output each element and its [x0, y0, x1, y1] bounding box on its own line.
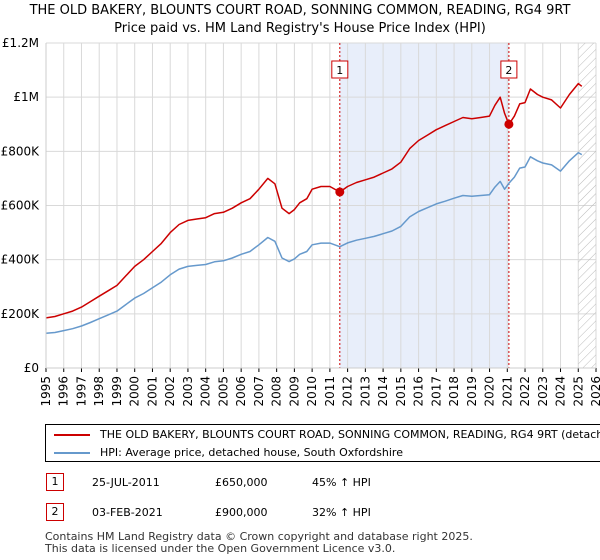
x-tick-label: 1996: [57, 376, 71, 407]
legend-swatch-hpi: [54, 452, 90, 454]
x-tick-label: 2025: [571, 376, 585, 407]
footer-licence: This data is licensed under the Open Gov…: [45, 542, 396, 555]
sale-annotation-label: 1: [336, 64, 343, 77]
x-tick-label: 1999: [110, 376, 124, 407]
x-tick-label: 1997: [74, 376, 88, 407]
x-tick-label: 2022: [518, 376, 532, 407]
sale-row-1: 1 25-JUL-2011 £650,000 45% ↑ HPI: [0, 473, 600, 493]
x-tick-label: 2014: [376, 376, 390, 407]
x-tick-label: 2009: [287, 376, 301, 407]
y-tick-label: £800K: [1, 144, 41, 158]
x-tick-label: 2015: [394, 376, 408, 407]
x-tick-label: 2019: [465, 376, 479, 407]
sale-row-2: 2 03-FEB-2021 £900,000 32% ↑ HPI: [0, 503, 600, 523]
sale-price: £650,000: [215, 476, 268, 489]
x-tick-label: 2016: [412, 376, 426, 407]
sale-date: 25-JUL-2011: [92, 476, 160, 489]
legend-label-property: THE OLD BAKERY, BLOUNTS COURT ROAD, SONN…: [100, 428, 600, 441]
sale-number-badge: 2: [46, 503, 64, 521]
sale-annotation-box: [500, 60, 518, 79]
y-tick-label: £1M: [13, 90, 39, 104]
legend-item-property: THE OLD BAKERY, BLOUNTS COURT ROAD, SONN…: [46, 426, 600, 444]
x-tick-label: 2026: [589, 376, 600, 407]
y-tick-label: £0: [24, 361, 39, 375]
x-tick-label: 2021: [500, 376, 514, 407]
x-tick-label: 2008: [270, 376, 284, 407]
y-tick-label: £1.2M: [2, 36, 39, 50]
y-tick-label: £400K: [1, 253, 41, 267]
sale-price: £900,000: [215, 506, 268, 519]
y-tick-label: £600K: [1, 199, 41, 213]
x-tick-label: 1995: [39, 376, 53, 407]
x-tick-label: 2018: [447, 376, 461, 407]
x-tick-label: 2024: [554, 376, 568, 407]
footer-copyright: Contains HM Land Registry data © Crown c…: [45, 530, 473, 543]
x-tick-label: 2010: [305, 376, 319, 407]
sale-date: 03-FEB-2021: [92, 506, 163, 519]
footer: Contains HM Land Registry data © Crown c…: [45, 531, 600, 555]
forecast-hatch-region: [578, 43, 596, 368]
x-tick-label: 2006: [234, 376, 248, 407]
x-tick-label: 2020: [483, 376, 497, 407]
hpi-line: [45, 151, 583, 335]
sale-annotation-box: [331, 60, 349, 79]
x-tick-label: 2007: [252, 376, 266, 407]
x-tick-label: 1998: [92, 376, 106, 407]
legend-item-hpi: HPI: Average price, detached house, Sout…: [46, 444, 600, 461]
x-tick-label: 2023: [536, 376, 550, 407]
x-tick-label: 2002: [163, 376, 177, 407]
legend: THE OLD BAKERY, BLOUNTS COURT ROAD, SONN…: [45, 424, 600, 462]
x-tick-label: 2011: [323, 376, 337, 407]
chart-title: THE OLD BAKERY, BLOUNTS COURT ROAD, SONN…: [29, 3, 571, 18]
sale-point: [504, 119, 514, 129]
sale-number-badge: 1: [46, 473, 64, 491]
x-tick-label: 2012: [341, 376, 355, 407]
x-tick-label: 2001: [145, 376, 159, 407]
legend-swatch-property: [54, 434, 90, 436]
x-tick-label: 2003: [181, 376, 195, 407]
x-tick-label: 2017: [429, 376, 443, 407]
x-tick-label: 2013: [358, 376, 372, 407]
x-tick-label: 2000: [128, 376, 142, 407]
chart-subtitle: Price paid vs. HM Land Registry's House …: [114, 21, 486, 36]
sale-annotation-label: 2: [505, 64, 512, 77]
x-tick-label: 2004: [199, 376, 213, 407]
sale-point: [335, 187, 345, 197]
sale-hpi-change: 32% ↑ HPI: [312, 506, 371, 519]
x-tick-label: 2005: [216, 376, 230, 407]
sale-hpi-change: 45% ↑ HPI: [312, 476, 371, 489]
y-tick-label: £200K: [1, 307, 41, 321]
legend-label-hpi: HPI: Average price, detached house, Sout…: [100, 446, 403, 459]
